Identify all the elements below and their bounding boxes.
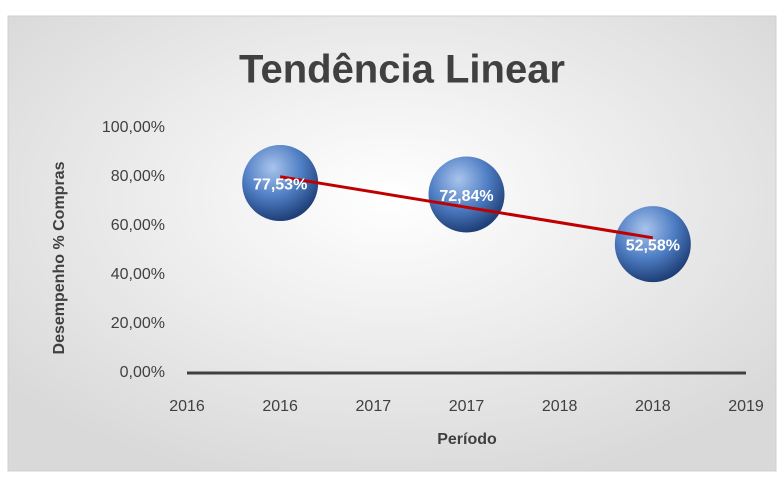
- data-label: 77,53%: [253, 176, 307, 193]
- y-axis-title: Desempenho % Compras: [51, 161, 68, 354]
- y-tick-label: 20,00%: [111, 315, 165, 332]
- y-tick-label: 80,00%: [111, 168, 165, 185]
- data-label: 52,58%: [626, 237, 680, 254]
- chart-title: Tendência Linear: [239, 48, 565, 92]
- bubble: [428, 156, 505, 233]
- bubble: [242, 145, 319, 222]
- x-tick-label: 2018: [635, 398, 671, 415]
- x-tick-label: 2016: [262, 398, 298, 415]
- x-tick-label: 2017: [356, 398, 392, 415]
- x-tick-label: 2016: [169, 398, 205, 415]
- x-axis-title: Período: [437, 431, 497, 448]
- x-tick-label: 2018: [542, 398, 578, 415]
- y-tick-label: 60,00%: [111, 217, 165, 234]
- x-tick-label: 2017: [449, 398, 485, 415]
- bubble: [614, 206, 691, 283]
- y-tick-label: 40,00%: [111, 266, 165, 283]
- y-tick-label: 100,00%: [102, 119, 165, 136]
- y-tick-label: 0,00%: [120, 364, 165, 381]
- trendline: [279, 175, 654, 240]
- data-label: 72,84%: [439, 188, 493, 205]
- x-tick-label: 2019: [728, 398, 764, 415]
